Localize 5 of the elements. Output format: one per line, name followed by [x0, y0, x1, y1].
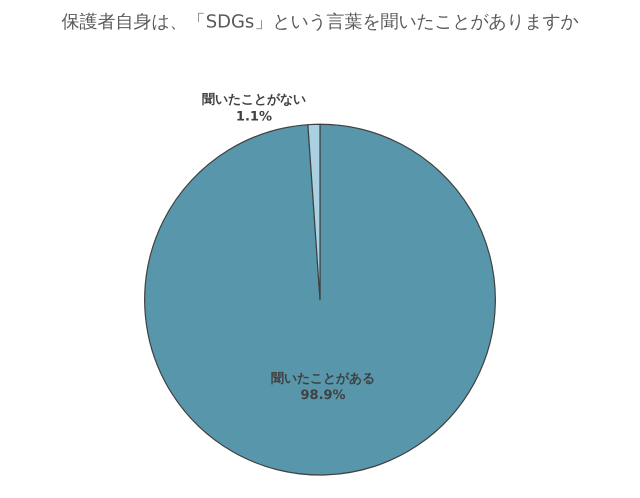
- data-label: 98.9%: [300, 388, 346, 404]
- data-label: 1.1%: [236, 109, 272, 124]
- chart-title: 保護者自身は、「SDGs」という言葉を聞いたことがありますか: [62, 12, 578, 33]
- slice-label: 聞いたことがない: [202, 92, 306, 108]
- slice-label: 聞いたことがある: [271, 371, 376, 386]
